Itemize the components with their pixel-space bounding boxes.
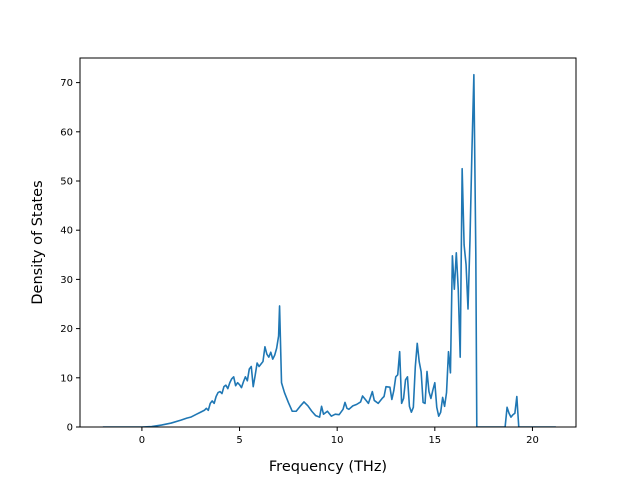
y-tick-label: 60 bbox=[60, 127, 73, 138]
plot-area bbox=[102, 73, 556, 427]
dos-series-line-0 bbox=[102, 73, 556, 427]
x-axis-title: Frequency (THz) bbox=[269, 459, 387, 475]
x-tick-label: 20 bbox=[526, 435, 539, 446]
x-tick-label: 15 bbox=[428, 435, 441, 446]
x-tick-label: 0 bbox=[139, 435, 145, 446]
axes-frame bbox=[79, 57, 577, 428]
y-tick-label: 40 bbox=[60, 226, 73, 237]
y-axis: 0 10 20 30 40 50 60 70 bbox=[60, 78, 80, 434]
y-tick-label: 10 bbox=[60, 373, 73, 384]
x-tick-label: 10 bbox=[331, 435, 344, 446]
y-tick-label: 70 bbox=[60, 78, 73, 89]
y-axis-title: Density of States bbox=[30, 180, 46, 304]
y-tick-label: 0 bbox=[67, 423, 73, 434]
y-tick-label: 20 bbox=[60, 324, 73, 335]
y-tick-label: 30 bbox=[60, 275, 73, 286]
x-tick-label: 5 bbox=[236, 435, 242, 446]
y-tick-label: 50 bbox=[60, 177, 73, 188]
x-axis: 0 5 10 15 20 bbox=[139, 427, 539, 446]
